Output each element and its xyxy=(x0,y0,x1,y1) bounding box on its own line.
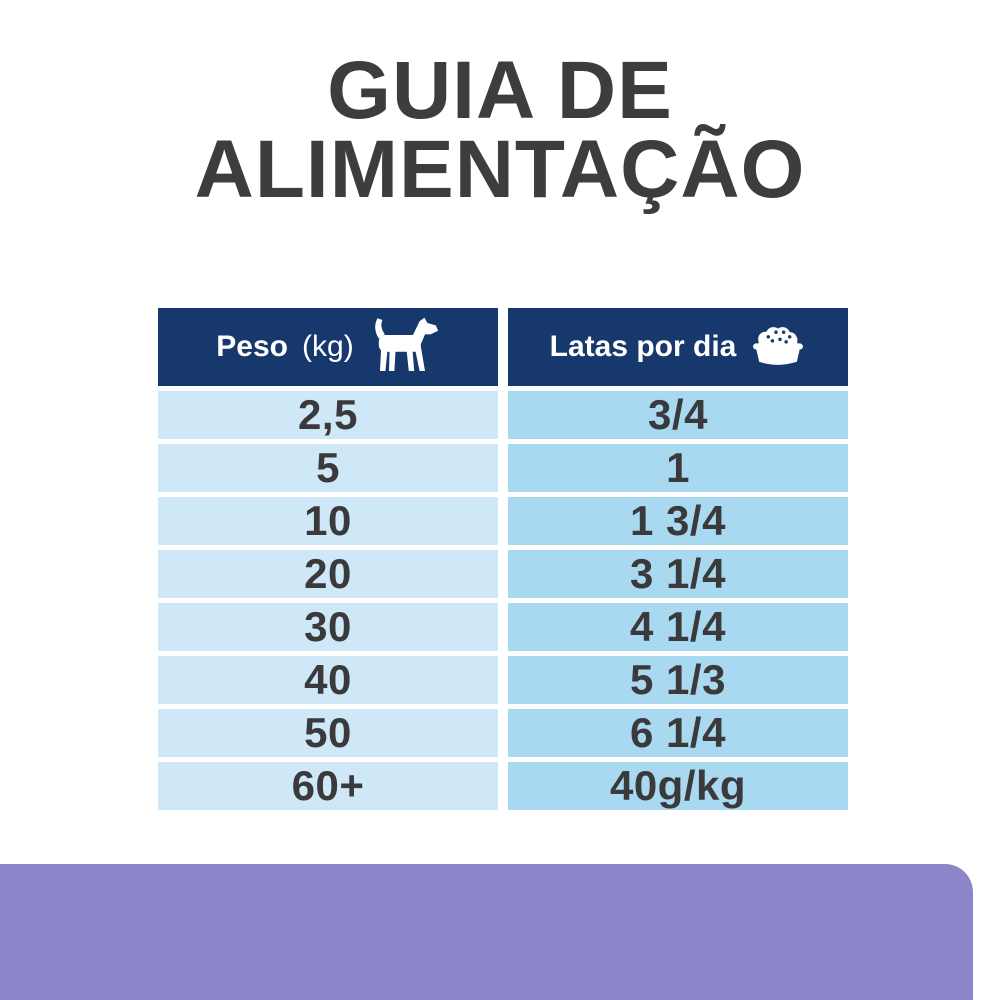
dog-icon xyxy=(368,316,440,378)
cans-column-header: Latas por dia xyxy=(508,308,848,386)
food-bowl-icon xyxy=(750,324,806,370)
weight-header-label: Peso xyxy=(216,330,289,363)
weight-cell: 50 xyxy=(158,709,498,757)
page-title: GUIA DE ALIMENTAÇÃO xyxy=(0,45,1000,215)
weight-cell: 40 xyxy=(158,656,498,704)
weight-cell: 20 xyxy=(158,550,498,598)
page-title-line2: ALIMENTAÇÃO xyxy=(194,123,806,215)
page-title-line1: GUIA DE xyxy=(327,45,673,136)
weight-cell: 60+ xyxy=(158,762,498,810)
weight-cell: 30 xyxy=(158,603,498,651)
weight-cell: 5 xyxy=(158,444,498,492)
weight-header-unit: (kg) xyxy=(302,330,354,363)
feeding-table: Peso (kg) Latas por dia xyxy=(158,308,848,810)
cans-per-day-cell: 1 3/4 xyxy=(508,497,848,545)
purple-footer-bar xyxy=(0,864,973,1000)
weight-cell: 2,5 xyxy=(158,391,498,439)
cans-per-day-cell: 3 1/4 xyxy=(508,550,848,598)
cans-per-day-cell: 6 1/4 xyxy=(508,709,848,757)
cans-header-label: Latas por dia xyxy=(549,330,737,363)
cans-per-day-cell: 3/4 xyxy=(508,391,848,439)
weight-cell: 10 xyxy=(158,497,498,545)
cans-per-day-cell: 1 xyxy=(508,444,848,492)
cans-per-day-cell: 4 1/4 xyxy=(508,603,848,651)
cans-per-day-cell: 5 1/3 xyxy=(508,656,848,704)
weight-column-header: Peso (kg) xyxy=(158,308,498,386)
cans-per-day-cell: 40g/kg xyxy=(508,762,848,810)
